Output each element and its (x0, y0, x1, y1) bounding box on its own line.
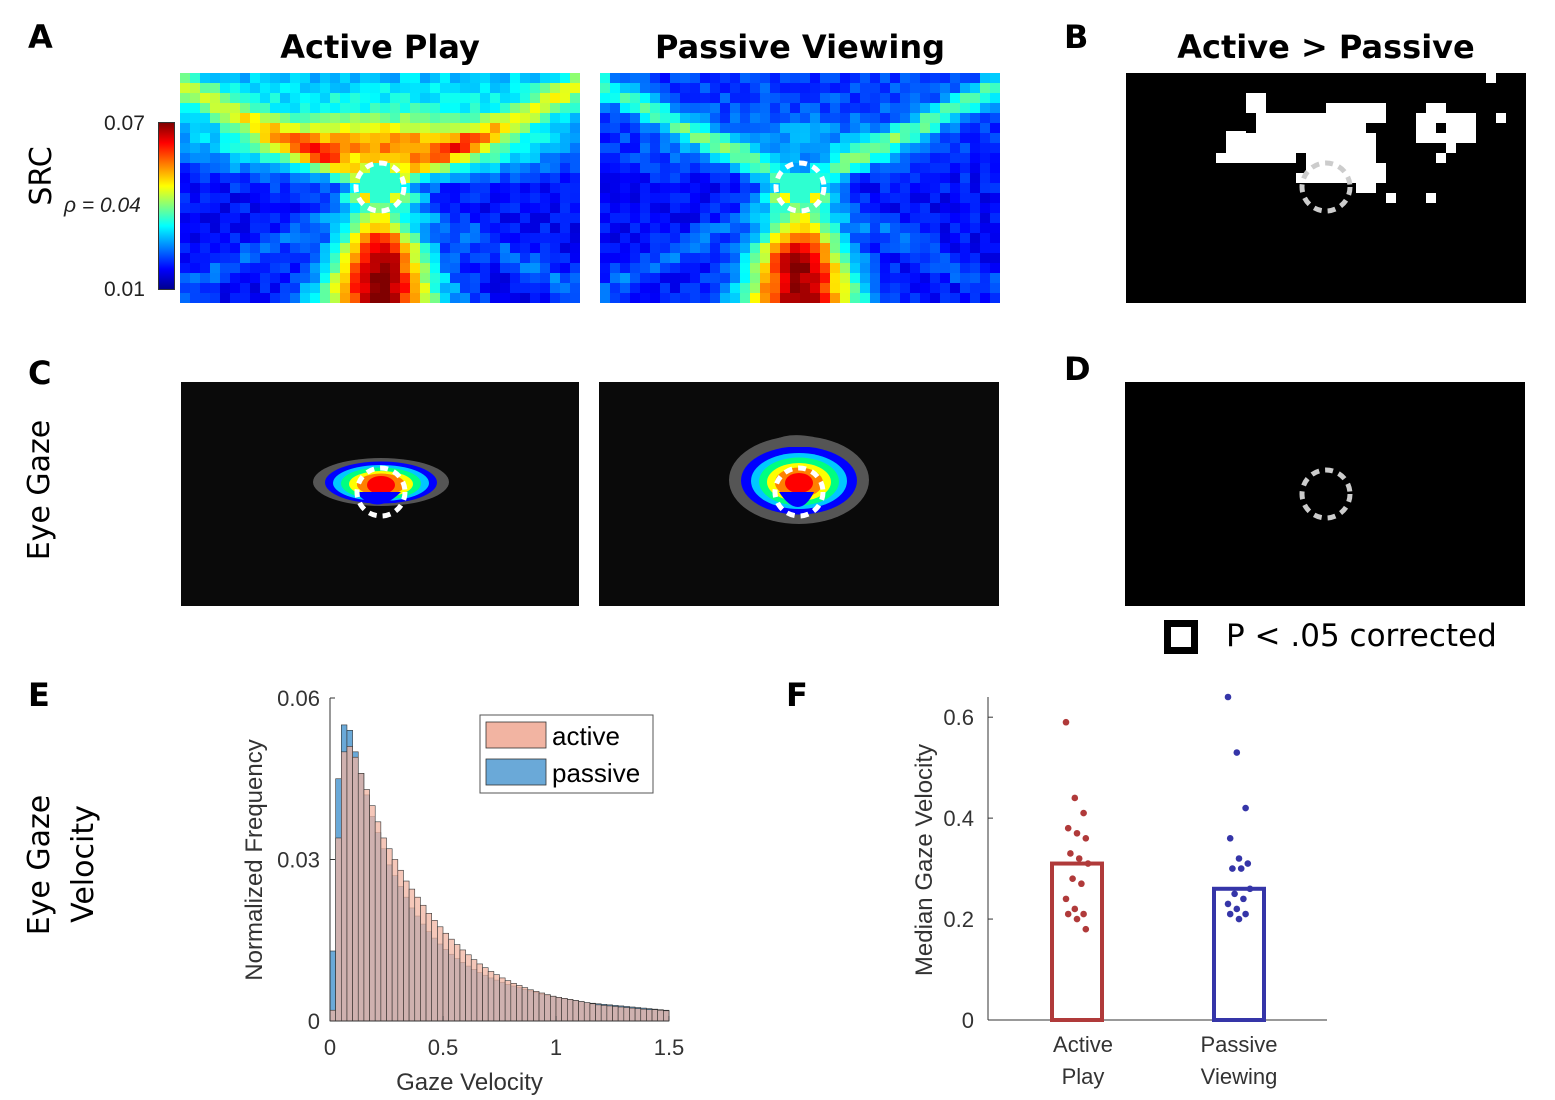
histogram-legend: active passive (479, 714, 654, 794)
y-axis-label: Median Gaze Velocity (911, 744, 938, 976)
src-heatmap-active (180, 73, 580, 303)
data-point (1073, 829, 1081, 837)
x-category-label: Passive (1200, 1032, 1277, 1057)
legend-label: active (552, 721, 620, 751)
y-tick-label: 0 (308, 1009, 320, 1034)
heatmap-cells (600, 73, 1000, 303)
x-category-label: Play (1062, 1064, 1105, 1089)
panel-letter-b: B (1064, 18, 1089, 56)
data-point (1240, 895, 1247, 903)
data-point (1084, 860, 1092, 867)
title-active-play: Active Play (280, 28, 480, 66)
panel-letter-a: A (28, 18, 53, 56)
colorbar-mid-label: ρ = 0.04 (64, 194, 141, 217)
data-point (1242, 804, 1249, 812)
data-point (1064, 910, 1072, 918)
title-active-gt-passive: Active > Passive (1177, 28, 1475, 66)
data-point (1069, 875, 1076, 882)
gaze-density (729, 435, 869, 524)
x-tick-label: 1 (550, 1035, 562, 1060)
data-point (1224, 900, 1232, 908)
significance-legend-box (1164, 620, 1198, 654)
data-point (1073, 915, 1081, 923)
legend-swatch (485, 721, 547, 749)
data-point (1244, 860, 1252, 867)
fovea-circle (773, 160, 827, 214)
legend-swatch (485, 758, 547, 786)
y-tick-label: 0.2 (943, 907, 974, 932)
heatmap-cells (180, 73, 580, 303)
y-tick-label: 0.4 (943, 806, 974, 831)
data-point (1067, 850, 1074, 857)
legend-label: passive (552, 758, 640, 788)
data-point (1224, 693, 1232, 701)
x-tick-label: 1.5 (654, 1035, 685, 1060)
contrast-map (1126, 73, 1526, 303)
gaze-map-passive (599, 382, 999, 606)
data-point (1226, 835, 1234, 842)
gaze-map-active (181, 382, 579, 606)
data-point (1233, 749, 1241, 756)
data-point (1080, 910, 1087, 918)
colorbar (158, 122, 175, 290)
x-tick-label: 0.5 (428, 1035, 459, 1060)
gaze-contrast-map (1125, 382, 1525, 606)
x-tick-label: 0 (324, 1035, 336, 1060)
map-background (1125, 382, 1525, 606)
y-tick-label: 0.06 (277, 686, 320, 711)
data-point (1233, 905, 1241, 913)
y-tick-label: 0.6 (943, 705, 974, 730)
bar-active-play (1050, 861, 1104, 1022)
data-point (1064, 824, 1072, 832)
data-point (1235, 915, 1243, 923)
panel-letter-d: D (1064, 350, 1091, 388)
data-point (1080, 809, 1087, 817)
panel-letter-e: E (28, 676, 50, 714)
fovea-circle (1299, 160, 1353, 214)
data-point (1229, 865, 1236, 872)
x-axis-label: Gaze Velocity (396, 1069, 543, 1096)
bar-passive-viewing (1212, 886, 1266, 1022)
data-point (1082, 925, 1090, 933)
colorbar-min-label: 0.01 (104, 278, 145, 301)
data-point (1235, 855, 1243, 862)
y-tick-label: 0 (962, 1008, 974, 1033)
src-heatmap-passive (600, 73, 1000, 303)
data-point (1226, 910, 1234, 918)
panel-letter-c: C (28, 354, 52, 392)
significance-legend-label: P < .05 corrected (1226, 618, 1497, 654)
fovea-circle (772, 465, 826, 519)
data-point (1062, 895, 1070, 903)
significant-clusters (1216, 73, 1506, 203)
data-point (1075, 855, 1083, 862)
title-passive-viewing: Passive Viewing (654, 28, 946, 66)
fovea-circle (1299, 467, 1353, 521)
data-point (1062, 718, 1070, 726)
panel-letter-f: F (786, 676, 808, 714)
data-point (1231, 890, 1238, 898)
data-point (1071, 905, 1079, 913)
fovea-circle (354, 465, 408, 519)
data-point (1082, 835, 1090, 842)
data-point (1071, 794, 1079, 802)
data-point (1237, 865, 1245, 872)
data-point (1078, 880, 1085, 888)
histogram-series-active (329, 746, 670, 1022)
y-axis-label: Normalized Frequency (241, 739, 268, 980)
x-category-label: Viewing (1201, 1064, 1278, 1089)
y-tick-label: 0.03 (277, 848, 320, 873)
fovea-circle (353, 160, 407, 214)
x-category-label: Active (1053, 1032, 1113, 1057)
data-point (1242, 910, 1249, 918)
colorbar-max-label: 0.07 (104, 112, 145, 135)
data-point (1246, 885, 1254, 893)
